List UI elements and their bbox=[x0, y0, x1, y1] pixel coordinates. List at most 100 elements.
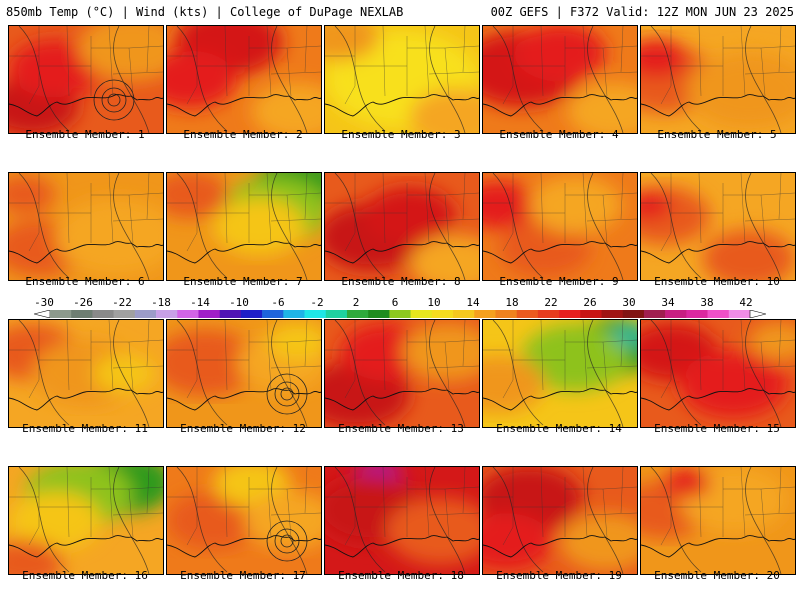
state-border bbox=[28, 26, 40, 105]
state-border bbox=[344, 173, 356, 252]
state-border bbox=[266, 173, 272, 244]
height-contour bbox=[492, 467, 624, 574]
state-border bbox=[740, 26, 746, 97]
state-border bbox=[540, 467, 544, 538]
state-border bbox=[586, 365, 637, 369]
colorbar-tick-label: 10 bbox=[427, 296, 441, 309]
height-contour-ring bbox=[274, 528, 300, 554]
member-caption: Ensemble Member: 7 bbox=[183, 275, 303, 288]
state-border bbox=[778, 26, 782, 73]
state-border bbox=[744, 512, 795, 516]
colorbar-tick-label: -10 bbox=[229, 296, 249, 309]
temperature-field bbox=[9, 173, 163, 280]
coastline bbox=[641, 388, 795, 411]
temperature-region bbox=[167, 491, 260, 550]
state-border bbox=[540, 26, 544, 97]
state-border bbox=[586, 218, 637, 222]
colorbar-tick-label: -2 bbox=[310, 296, 324, 309]
state-border bbox=[112, 218, 163, 222]
member-caption: Ensemble Member: 1 bbox=[25, 128, 145, 141]
height-contour-ring bbox=[274, 381, 300, 407]
state-border bbox=[270, 365, 321, 369]
temperature-region bbox=[483, 513, 553, 571]
member-caption: Ensemble Member: 20 bbox=[654, 569, 780, 582]
temperature-region bbox=[9, 491, 102, 550]
member-caption: Ensemble Member: 15 bbox=[654, 422, 780, 435]
colorbar-swatch bbox=[537, 310, 560, 318]
height-contour bbox=[334, 26, 466, 133]
state-border bbox=[66, 173, 70, 244]
colorbar-swatch bbox=[304, 310, 327, 318]
state-border bbox=[540, 173, 544, 244]
member-caption: Ensemble Member: 4 bbox=[499, 128, 619, 141]
temperature-field bbox=[641, 173, 795, 280]
colorbar-tick-label: 38 bbox=[700, 296, 714, 309]
state-border bbox=[128, 341, 134, 391]
state-border bbox=[286, 488, 292, 538]
colorbar-swatch bbox=[177, 310, 199, 318]
colorbar-tick-label: 34 bbox=[661, 296, 675, 309]
colorbar-tick-label: 26 bbox=[583, 296, 597, 309]
temperature-field bbox=[9, 26, 163, 133]
colorbar-swatch bbox=[325, 310, 348, 318]
state-border bbox=[286, 194, 292, 244]
state-border bbox=[698, 26, 702, 97]
colorbar-tick-label: 2 bbox=[352, 296, 360, 309]
ensemble-member-map bbox=[640, 466, 796, 575]
coastline bbox=[641, 241, 795, 264]
temperature-field bbox=[167, 173, 321, 280]
temperature-region bbox=[529, 176, 622, 234]
state-border bbox=[108, 467, 114, 538]
state-border bbox=[502, 26, 514, 105]
temperature-field bbox=[9, 320, 163, 427]
colorbar-swatch bbox=[707, 310, 730, 318]
state-border bbox=[760, 194, 766, 244]
temperature-field bbox=[325, 26, 479, 133]
colorbar-tick-label: 6 bbox=[391, 296, 399, 309]
height-contour bbox=[650, 467, 782, 574]
height-contour bbox=[650, 26, 782, 133]
height-contour bbox=[492, 320, 624, 427]
colorbar-tick-label: -26 bbox=[73, 296, 93, 309]
coastline bbox=[9, 388, 163, 411]
ensemble-member-map bbox=[324, 25, 480, 134]
state-border bbox=[186, 26, 198, 105]
temperature-field bbox=[167, 467, 321, 574]
temperature-region bbox=[560, 513, 637, 571]
colorbar-swatch bbox=[283, 310, 305, 318]
coastline bbox=[483, 94, 637, 117]
state-border bbox=[28, 173, 40, 252]
height-contour bbox=[18, 26, 150, 133]
height-contour bbox=[334, 320, 466, 427]
temperature-region bbox=[325, 26, 379, 61]
temperature-field bbox=[641, 467, 795, 574]
state-border bbox=[382, 26, 386, 97]
colorbar-min-arrow bbox=[34, 310, 51, 318]
temperature-region bbox=[567, 82, 637, 133]
height-contour bbox=[176, 26, 308, 133]
coastline bbox=[483, 241, 637, 264]
colorbar-swatch bbox=[262, 310, 284, 318]
height-contour bbox=[334, 173, 466, 280]
temperature-field bbox=[483, 467, 637, 574]
state-border bbox=[270, 218, 321, 222]
state-border bbox=[108, 173, 114, 244]
colorbar-swatch bbox=[495, 310, 517, 318]
state-border bbox=[602, 488, 608, 538]
state-border bbox=[444, 488, 450, 538]
temperature-field bbox=[641, 26, 795, 133]
state-border bbox=[760, 488, 766, 538]
state-border bbox=[428, 71, 479, 75]
coastline bbox=[167, 535, 321, 558]
temperature-field bbox=[483, 26, 637, 133]
colorbar-swatch bbox=[134, 310, 157, 318]
chart-title: 850mb Temp (°C) | Wind (kts) | College o… bbox=[6, 5, 404, 19]
state-border bbox=[582, 173, 588, 244]
temperature-region bbox=[167, 173, 229, 219]
height-contour-ring bbox=[93, 79, 135, 121]
run-info: 00Z GEFS | F372 Valid: 12Z MON JUN 23 20… bbox=[490, 5, 794, 19]
state-border bbox=[344, 320, 356, 399]
colorbar-swatch bbox=[431, 310, 454, 318]
ensemble-member-map bbox=[166, 319, 322, 428]
colorbar-swatch bbox=[156, 310, 178, 318]
